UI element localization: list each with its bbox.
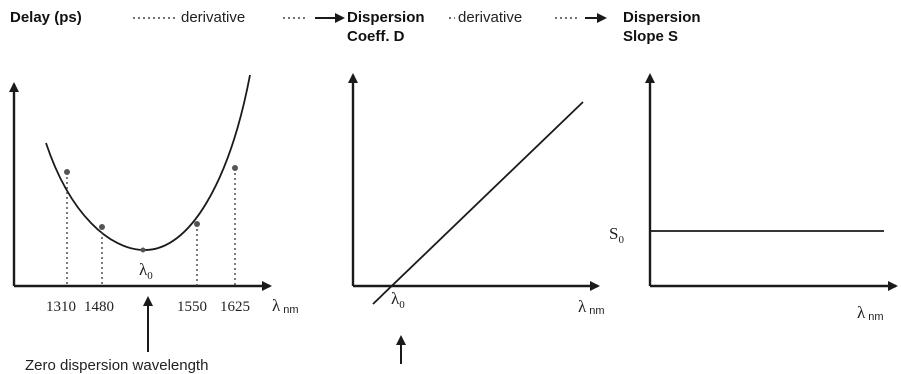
- dispersion-line: [372, 101, 584, 305]
- x-axis-label-1: λ nm: [272, 296, 299, 316]
- derivative-label-1: derivative: [181, 9, 245, 26]
- x-axis-label-3: λ nm: [857, 303, 884, 323]
- curve-point-minimum: [140, 247, 146, 253]
- delay-panel: λ0 1310 1480 1550 1625 λ nm Zero dispersi…: [9, 74, 299, 374]
- dispersion-header-line2: Coeff. D: [347, 28, 405, 45]
- slope-header-line2: Slope S: [623, 28, 678, 45]
- x-axis-label-2: λ nm: [578, 297, 605, 317]
- curve-point-1550: [194, 221, 200, 227]
- curve-point-1625: [232, 165, 238, 171]
- tick-1625: 1625: [220, 299, 250, 315]
- lambda0-label-1: λ0: [139, 260, 153, 282]
- delay-header: Delay (ps): [10, 9, 82, 26]
- tick-1480: 1480: [84, 299, 114, 315]
- tick-1550: 1550: [177, 299, 207, 315]
- dispersion-header: Dispersion: [347, 9, 425, 26]
- delay-curve: [45, 74, 251, 251]
- slope-header: Dispersion: [623, 9, 701, 26]
- curve-point-1310: [64, 169, 70, 175]
- zero-dispersion-label: Zero dispersion wavelength: [25, 357, 208, 374]
- derivative-label-2: derivative: [458, 9, 522, 26]
- curve-point-1480: [99, 224, 105, 230]
- slope-panel: S0 λ nm: [609, 73, 898, 323]
- dispersion-panel: λ0 λ nm: [348, 73, 605, 364]
- tick-1310: 1310: [46, 299, 76, 315]
- lambda0-label-2: λ0: [391, 289, 405, 311]
- s0-label: S0: [609, 224, 624, 246]
